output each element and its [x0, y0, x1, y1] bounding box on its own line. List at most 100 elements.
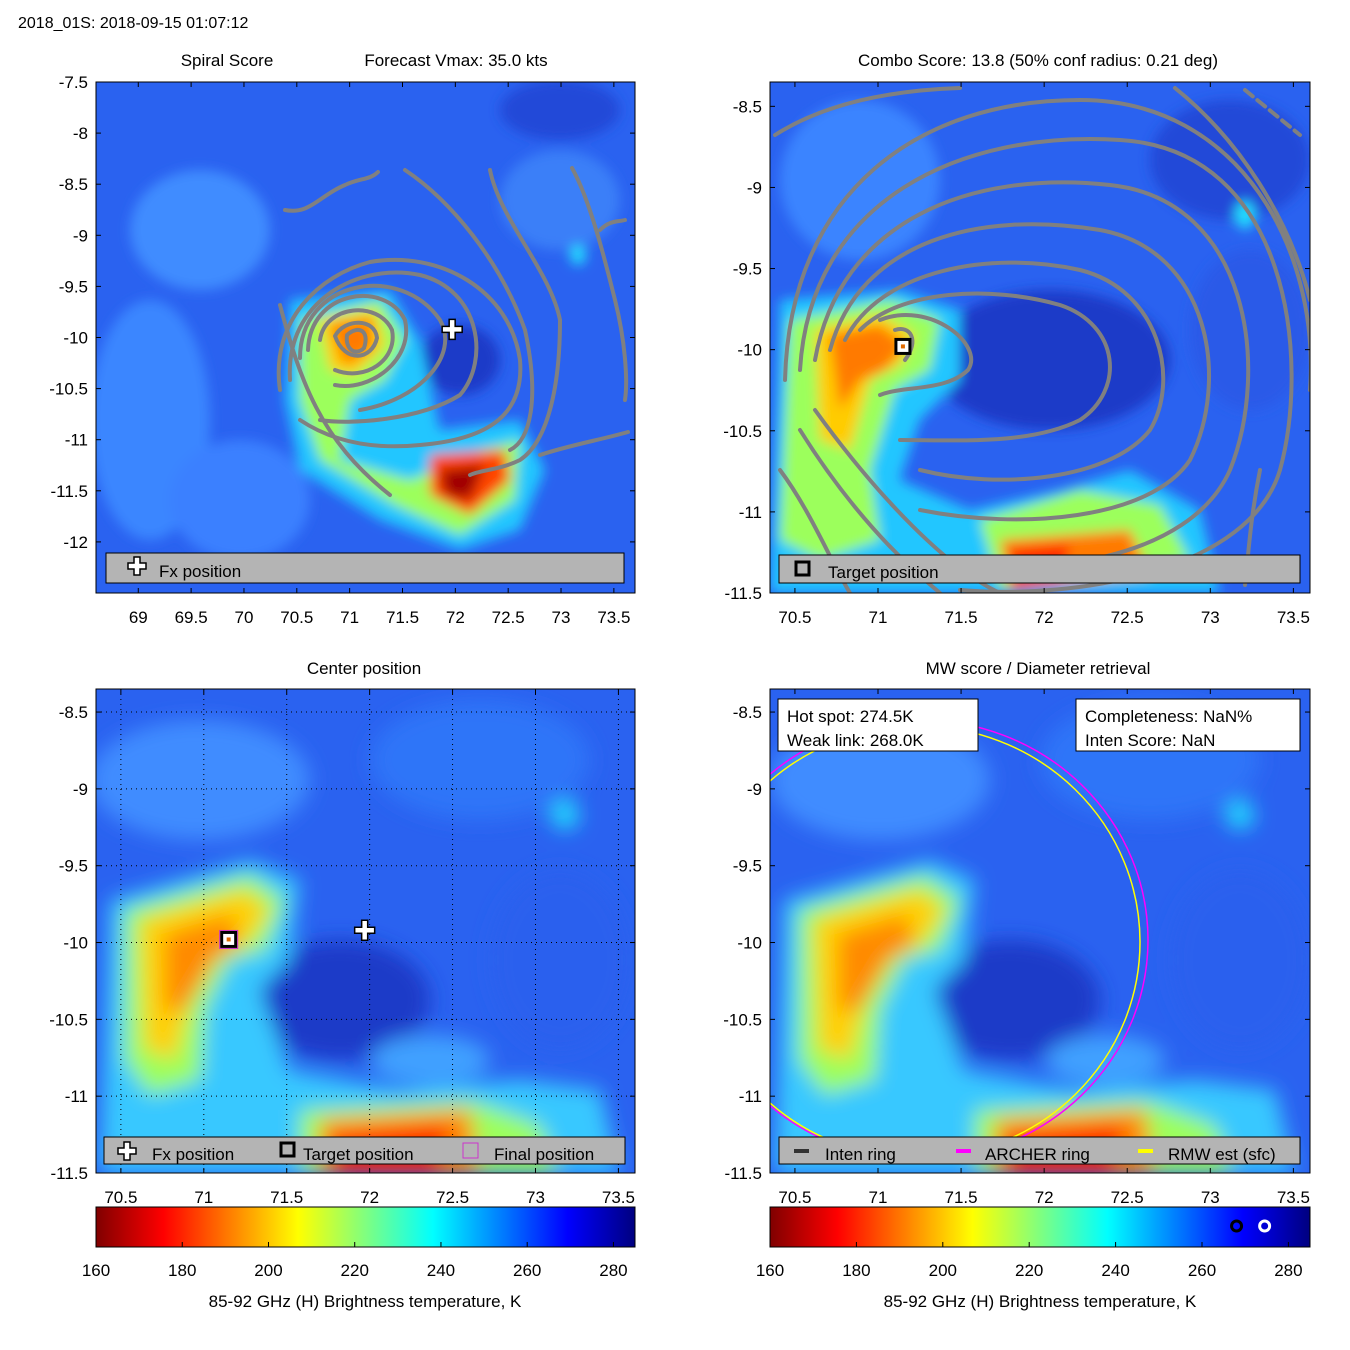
center-colorbar-label: 85-92 GHz (H) Brightness temperature, K — [209, 1292, 522, 1311]
hot-spot-marker — [1258, 1219, 1272, 1233]
mw-info-left: Hot spot: 274.5K Weak link: 268.0K — [777, 698, 979, 752]
combo-legend: Target position — [778, 554, 1301, 584]
y-tick-label: -10 — [63, 934, 88, 953]
y-tick-label: -7.5 — [59, 73, 88, 92]
y-tick-label: -8.5 — [59, 703, 88, 722]
y-tick-label: -10.5 — [49, 380, 88, 399]
mw-legend-rmw: RMW est (sfc) — [1168, 1145, 1276, 1164]
y-tick-label: -10.5 — [723, 1010, 762, 1029]
plus-icon — [117, 1141, 137, 1161]
panel-combo: Combo Score: 13.8 (50% conf radius: 0.21… — [723, 51, 1311, 627]
panel-mw: MW score / Diameter retrieval — [723, 659, 1311, 1311]
spiral-axes: 69 69.5 70 70.5 71 71.5 72 72.5 73 73.5 -7.5 -8 -8.5… — [49, 73, 635, 627]
x-tick-label: 72 — [1035, 1188, 1054, 1207]
mw-inten-score: Inten Score: NaN — [1085, 731, 1215, 750]
y-tick-label: -8.5 — [733, 703, 762, 722]
y-tick-label: -8 — [73, 124, 88, 143]
square-marker-icon — [279, 1141, 296, 1158]
x-tick-label: 73.5 — [1277, 608, 1310, 627]
panel-spiral: Spiral Score Forecast Vmax: 35.0 kts — [49, 51, 636, 627]
combo-legend-target: Target position — [828, 563, 939, 582]
y-tick-label: -8.5 — [59, 175, 88, 194]
y-tick-label: -9.5 — [733, 260, 762, 279]
weak-link-marker — [1230, 1219, 1244, 1233]
y-tick-label: -11 — [739, 1087, 762, 1106]
spiral-vmax-title: Forecast Vmax: 35.0 kts — [364, 51, 547, 70]
x-tick-label: 71 — [869, 1188, 888, 1207]
combo-title: Combo Score: 13.8 (50% conf radius: 0.21… — [858, 51, 1218, 70]
y-tick-label: -11.5 — [725, 584, 763, 603]
y-tick-label: -10 — [737, 341, 762, 360]
y-tick-label: -8.5 — [733, 97, 762, 116]
x-tick-label: 70.5 — [778, 1188, 811, 1207]
colorbar-tick-label: 240 — [1101, 1261, 1129, 1280]
x-tick-label: 70.5 — [778, 608, 811, 627]
center-legend-target: Target position — [303, 1145, 414, 1164]
combo-heatmap — [770, 82, 1310, 593]
colorbar-tick-label: 260 — [513, 1261, 541, 1280]
x-tick-label: 72 — [1035, 608, 1054, 627]
y-tick-label: -9.5 — [59, 277, 88, 296]
mw-hot-spot: Hot spot: 274.5K — [787, 707, 914, 726]
colorbar-tick-label: 260 — [1188, 1261, 1216, 1280]
center-legend-final: Final position — [494, 1145, 594, 1164]
colorbar-tick-label: 280 — [1274, 1261, 1302, 1280]
x-tick-label: 73 — [1201, 608, 1220, 627]
colorbar-tick-label: 160 — [756, 1261, 784, 1280]
square-marker-icon — [794, 560, 811, 577]
x-tick-label: 73 — [552, 608, 571, 627]
x-tick-label: 72.5 — [1111, 1188, 1144, 1207]
x-tick-label: 69 — [129, 608, 148, 627]
x-tick-label: 71.5 — [945, 608, 978, 627]
x-tick-label: 71.5 — [270, 1188, 303, 1207]
x-tick-label: 72.5 — [1111, 608, 1144, 627]
x-tick-label: 73.5 — [602, 1188, 635, 1207]
x-tick-label: 70.5 — [280, 608, 313, 627]
y-tick-label: -9.5 — [733, 857, 762, 876]
spiral-fx-marker — [441, 318, 463, 341]
center-colorbar: 160 180 200 220 240 260 280 85-92 GHz (H) Brig… — [82, 1206, 636, 1311]
spiral-legend-fx: Fx position — [159, 562, 241, 581]
mw-completeness: Completeness: NaN% — [1085, 707, 1252, 726]
colorbar-tick-label: 240 — [427, 1261, 455, 1280]
x-tick-label: 72.5 — [436, 1188, 469, 1207]
y-tick-label: -11 — [65, 1087, 88, 1106]
y-tick-label: -9.5 — [59, 857, 88, 876]
colorbar-tick-label: 220 — [1015, 1261, 1043, 1280]
center-legend: Fx position Target position Final positi… — [103, 1136, 626, 1165]
x-tick-label: 72 — [446, 608, 465, 627]
y-tick-label: -10.5 — [49, 1010, 88, 1029]
spiral-heatmap — [96, 82, 635, 593]
mw-heatmap — [770, 689, 1310, 1173]
x-tick-label: 73.5 — [1277, 1188, 1310, 1207]
final-square-icon — [462, 1142, 479, 1159]
colorbar-tick-label: 200 — [254, 1261, 282, 1280]
colorbar-tick-label: 220 — [341, 1261, 369, 1280]
combo-axes: 70.5 71 71.5 72 72.5 73 73.5 -8.5 -9 -9.5 -10 -10.5… — [723, 82, 1310, 627]
mw-colorbar-label: 85-92 GHz (H) Brightness temperature, K — [884, 1292, 1197, 1311]
colorbar-tick-label: 280 — [599, 1261, 627, 1280]
mw-weak-link: Weak link: 268.0K — [787, 731, 924, 750]
y-tick-label: -10.5 — [723, 422, 762, 441]
x-tick-label: 70.5 — [104, 1188, 137, 1207]
spiral-title: Spiral Score — [181, 51, 274, 70]
y-tick-label: -9 — [73, 226, 88, 245]
x-tick-label: 73.5 — [597, 608, 630, 627]
center-axes: 70.5 71 71.5 72 72.5 73 73.5 -8.5 -9 -9.5 -10 -10.5… — [49, 689, 635, 1207]
figure-title: 2018_01S: 2018-09-15 01:07:12 — [18, 15, 249, 32]
mw-legend-archer: ARCHER ring — [985, 1145, 1090, 1164]
center-grid — [96, 689, 635, 1174]
y-tick-label: -12 — [63, 533, 88, 552]
x-tick-label: 73 — [526, 1188, 545, 1207]
y-tick-label: -11.5 — [51, 1164, 89, 1183]
x-tick-label: 72 — [360, 1188, 379, 1207]
mw-axes: 70.5 71 71.5 72 72.5 73 73.5 -8.5 -9 -9.5 -10 -10.5… — [723, 689, 1310, 1207]
panel-center: Center position — [49, 659, 636, 1311]
spiral-contours — [276, 166, 630, 497]
colorbar-tick-label: 180 — [168, 1261, 196, 1280]
center-legend-fx: Fx position — [152, 1145, 234, 1164]
x-tick-label: 72.5 — [492, 608, 525, 627]
y-tick-label: -11 — [739, 503, 762, 522]
y-tick-label: -9 — [747, 780, 762, 799]
